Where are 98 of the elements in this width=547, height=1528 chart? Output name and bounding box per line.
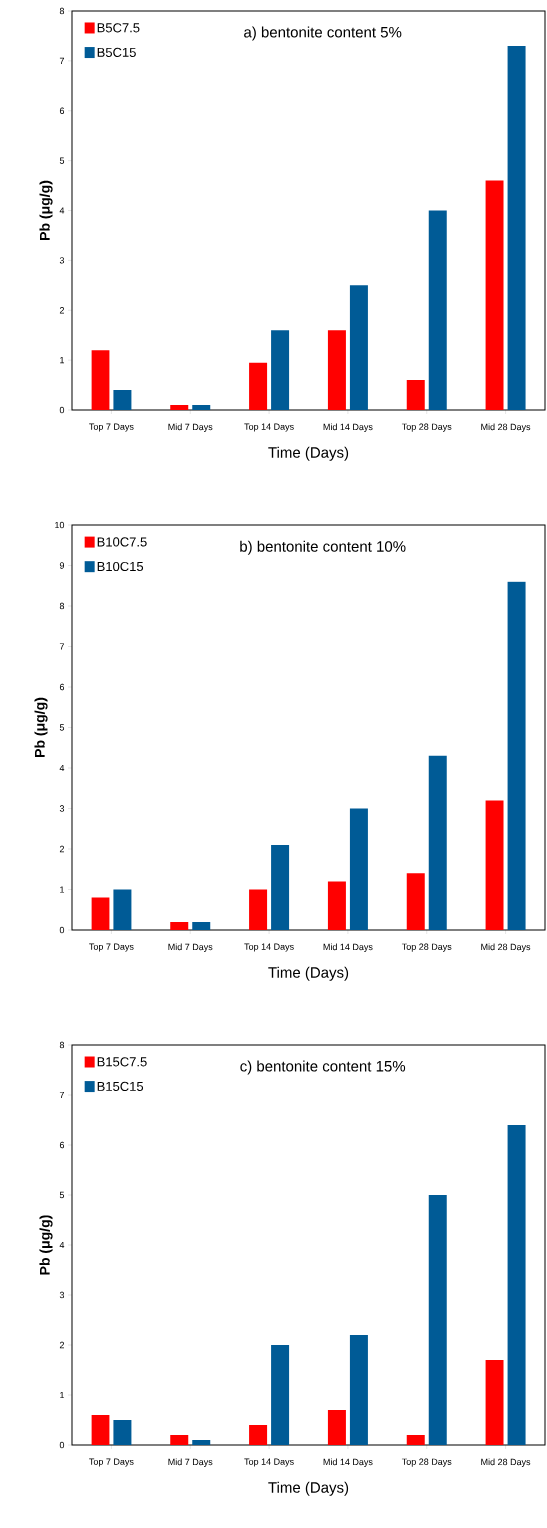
bar [327,881,346,931]
y-tick-label: 4 [59,764,65,772]
y-axis-title: Pb (μg/g) [39,180,53,240]
y-tick-label: 0 [59,926,65,934]
y-tick-label: 3 [59,805,65,812]
y-tick-label: 1 [60,886,65,893]
y-tick-label: 2 [59,845,65,853]
bar [91,897,110,931]
x-tick-label: Top 28 Days [401,1458,452,1467]
bar [349,808,368,931]
bar [249,889,268,931]
bar [91,1415,110,1446]
y-tick-label: 6 [59,107,65,114]
y-tick-label: 6 [59,1141,65,1149]
legend-label: B15C7.5 [97,1057,147,1067]
y-tick-label: 7 [59,57,65,64]
bar [327,330,346,411]
y-axis-title: Pb (μg/g) [39,1215,53,1275]
legend-label: B5C15 [97,47,136,57]
y-tick-label: 5 [59,157,65,164]
bar [170,1435,189,1446]
x-tick-label: Top 14 Days [244,423,294,432]
y-tick-label: 3 [59,257,65,264]
bar [192,1440,211,1446]
bar [349,1335,368,1446]
bar [170,921,189,931]
legend-label: B10C15 [97,561,144,572]
x-tick-label: Mid 28 Days [481,1458,531,1467]
y-tick-label: 0 [59,1441,65,1449]
bar [507,581,526,931]
x-axis-title: Time (Days) [268,1481,349,1496]
y-axis-title: Pb (μg/g) [34,697,48,757]
y-tick-label: 2 [59,1341,65,1349]
bar [113,1420,132,1446]
bar [249,1425,268,1446]
x-axis-title: Time (Days) [268,446,349,461]
y-tick-label: 0 [59,406,65,414]
bar [271,844,290,931]
y-tick-label: 8 [59,602,65,610]
bar [406,380,425,411]
bar [507,1125,526,1446]
bar [428,210,447,411]
y-tick-label: 1 [60,357,65,364]
y-tick-label: 2 [59,307,65,314]
x-tick-label: Top 28 Days [401,423,452,432]
text: c) bentonite content 15% [240,1060,406,1075]
y-tick-label: 4 [59,1241,65,1249]
x-tick-label: Top 7 Days [89,1458,134,1467]
bar [428,755,447,931]
x-axis-title: Time (Days) [268,966,349,981]
legend-label: B5C7.5 [97,23,140,33]
bar [113,889,132,931]
x-tick-label: Mid 14 Days [323,423,373,432]
x-tick-label: Mid 7 Days [168,1458,213,1467]
bar [192,921,211,931]
y-tick-label: 7 [59,643,65,650]
y-tick-label: 8 [59,1041,65,1049]
bar [485,180,504,411]
bar [271,330,290,411]
bar [113,390,132,411]
x-tick-label: Mid 14 Days [323,1458,373,1467]
bar [485,800,504,931]
y-tick-label: 5 [59,724,65,731]
y-tick-label: 9 [59,562,65,569]
y-tick-label: 7 [59,1091,65,1099]
bar [485,1360,504,1446]
bar [406,1435,425,1446]
bar [271,1345,290,1446]
x-tick-label: Mid 14 Days [323,943,373,952]
y-tick-label: 6 [59,683,65,691]
bar [192,405,211,411]
x-tick-label: Top 14 Days [244,1458,294,1467]
y-tick-label: 3 [59,1291,65,1299]
x-tick-label: Mid 28 Days [481,423,531,432]
bar [327,1410,346,1446]
x-tick-label: Top 7 Days [89,423,134,432]
bar [170,405,189,411]
legend-label: B15C15 [97,1081,144,1091]
text: a) bentonite content 5% [244,26,402,41]
y-tick-label: 1 [60,1391,65,1399]
bar [91,350,110,411]
x-tick-label: Mid 7 Days [168,423,213,432]
bar [349,285,368,411]
y-tick-label: 8 [59,7,65,15]
y-tick-label: 10 [55,521,65,529]
x-tick-label: Mid 28 Days [481,943,531,952]
x-tick-label: Top 28 Days [401,943,452,952]
bar [507,45,526,411]
x-tick-label: Top 7 Days [89,943,134,952]
y-tick-label: 5 [59,1191,65,1199]
bar [249,362,268,411]
x-tick-label: Mid 7 Days [168,943,213,952]
bar [428,1195,447,1446]
legend-label: B10C7.5 [97,537,147,547]
bar [406,873,425,931]
y-tick-label: 4 [59,207,65,214]
text: b) bentonite content 10% [240,540,406,555]
x-tick-label: Top 14 Days [244,943,294,952]
